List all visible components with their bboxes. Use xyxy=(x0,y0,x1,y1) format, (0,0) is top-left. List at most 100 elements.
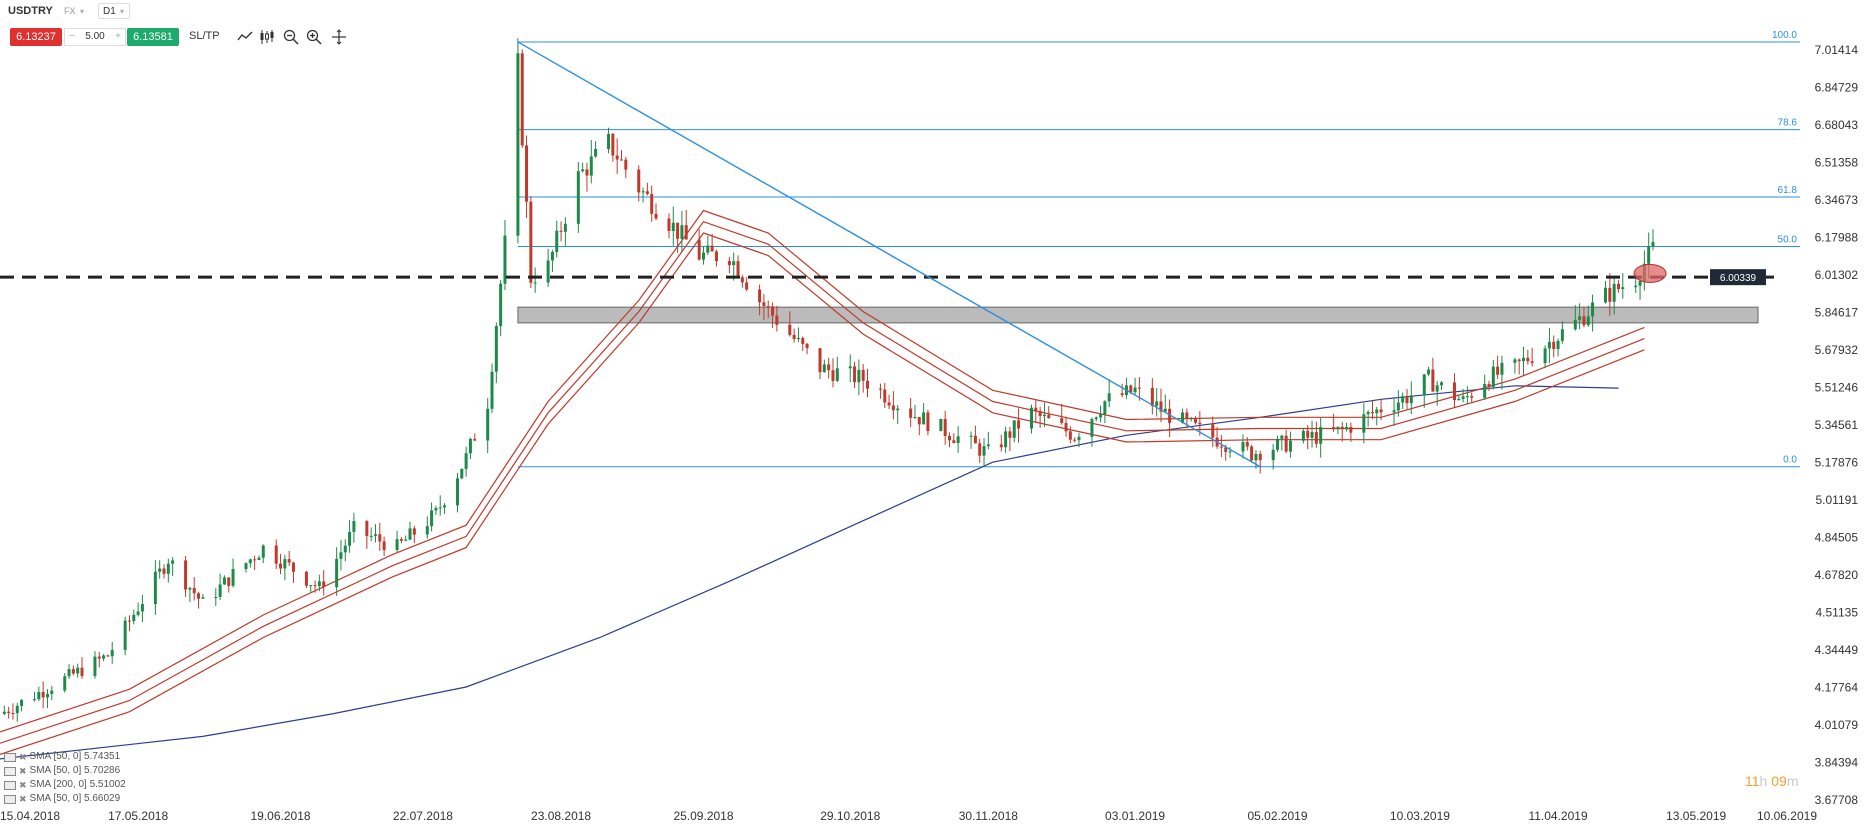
candle-body xyxy=(732,261,736,266)
close-icon[interactable]: ✖ xyxy=(19,794,27,804)
candle-body xyxy=(158,568,162,572)
candle-body xyxy=(1038,411,1042,417)
candle-body xyxy=(727,261,731,266)
candle-body xyxy=(1345,426,1349,430)
indicator-icon xyxy=(4,780,16,790)
y-tick-label: 6.01302 xyxy=(1815,268,1859,282)
candle-body xyxy=(1073,439,1077,441)
candle-body xyxy=(253,559,257,561)
legend-item[interactable]: ✖ SMA [50, 0] 5.70286 xyxy=(4,764,126,778)
candle-body xyxy=(1591,302,1595,317)
candle-body xyxy=(887,402,891,406)
candle-body xyxy=(1457,398,1461,401)
candle-body xyxy=(1543,348,1547,364)
market-caret-icon[interactable]: ▾ xyxy=(80,7,85,16)
close-icon[interactable]: ✖ xyxy=(19,752,27,762)
legend-label: SMA [50, 0] 5.70286 xyxy=(29,765,121,776)
candle-body xyxy=(97,656,101,659)
candle-body xyxy=(188,587,192,590)
line-chart-icon[interactable] xyxy=(236,28,254,46)
candle-body xyxy=(1392,410,1396,413)
candle-body xyxy=(939,418,943,432)
volume-value[interactable]: 5.00 xyxy=(85,31,105,42)
candle-body xyxy=(1004,431,1008,448)
candle-body xyxy=(917,417,921,425)
x-tick-label: 30.11.2018 xyxy=(959,809,1018,823)
indicator-icon xyxy=(4,752,16,762)
candle-body xyxy=(1271,449,1275,461)
candle-body xyxy=(20,699,24,706)
candle-body xyxy=(1513,359,1517,363)
candle-body xyxy=(680,225,684,239)
candle-body xyxy=(76,667,80,674)
candle-body xyxy=(313,585,317,587)
candle-body xyxy=(71,669,75,674)
y-tick-label: 7.01414 xyxy=(1815,43,1859,57)
candle-body xyxy=(1077,436,1081,441)
candle-body xyxy=(563,223,567,232)
candle-body xyxy=(1431,369,1435,392)
timeframe-select[interactable]: D1 xyxy=(98,3,130,19)
candles-icon[interactable] xyxy=(258,28,276,46)
candle-body xyxy=(982,446,986,456)
candle-body xyxy=(274,545,278,564)
candle-body xyxy=(1517,359,1521,362)
candle-body xyxy=(373,534,377,536)
zoom-out-icon[interactable] xyxy=(282,28,300,46)
candle-body xyxy=(1103,401,1107,415)
candle-body xyxy=(641,191,645,193)
x-tick-label: 17.05.2018 xyxy=(108,809,168,823)
candle-body xyxy=(986,444,990,447)
candle-body xyxy=(1647,246,1651,264)
y-tick-label: 6.51358 xyxy=(1815,156,1859,170)
fib-level-label: 50.0 xyxy=(1778,234,1798,245)
candle-body xyxy=(45,693,49,698)
candle-body xyxy=(529,201,533,283)
candle-body xyxy=(1612,283,1616,302)
candle-body xyxy=(714,251,718,262)
candle-body xyxy=(455,478,459,506)
legend-label: SMA [200, 0] 5.51002 xyxy=(29,779,126,790)
timeframe-caret-icon[interactable]: ▾ xyxy=(120,7,125,16)
candle-body xyxy=(857,369,861,383)
fib-level-label: 61.8 xyxy=(1778,185,1798,196)
close-icon[interactable]: ✖ xyxy=(19,780,27,790)
candle-body xyxy=(861,369,865,381)
candle-body xyxy=(15,705,19,714)
candle-body xyxy=(645,191,649,194)
candle-body xyxy=(654,213,658,219)
candle-body xyxy=(348,531,352,546)
candle-body xyxy=(1340,426,1344,430)
candle-body xyxy=(948,435,952,441)
y-tick-label: 4.17764 xyxy=(1815,680,1859,694)
zoom-in-icon[interactable] xyxy=(305,28,323,46)
legend-item[interactable]: ✖ SMA [50, 0] 5.74351 xyxy=(4,750,126,764)
close-icon[interactable]: ✖ xyxy=(19,766,27,776)
volume-minus-button[interactable]: − xyxy=(69,31,75,42)
candle-body xyxy=(792,334,796,340)
candle-body xyxy=(740,277,744,283)
level-price-label: 6.00339 xyxy=(1720,273,1757,284)
candle-body xyxy=(1500,362,1504,375)
candle-body xyxy=(762,302,766,307)
candle-body xyxy=(796,337,800,340)
legend-item[interactable]: ✖ SMA [50, 0] 5.66029 xyxy=(4,792,126,806)
fib-level-label: 100.0 xyxy=(1772,30,1797,41)
candle-body xyxy=(404,539,408,541)
x-tick-label: 29.10.2018 xyxy=(820,809,880,823)
candle-body xyxy=(1526,357,1530,362)
volume-plus-button[interactable]: + xyxy=(115,31,121,42)
sl-tp-button[interactable]: SL/TP xyxy=(189,30,220,42)
candle-body xyxy=(106,655,110,657)
crosshair-icon[interactable] xyxy=(330,28,348,46)
sell-button[interactable]: 6.13237 xyxy=(10,28,62,46)
legend-item[interactable]: ✖ SMA [200, 0] 5.51002 xyxy=(4,778,126,792)
candle-body xyxy=(1137,387,1141,389)
candle-body xyxy=(1396,402,1400,411)
candle-body xyxy=(607,133,611,149)
volume-stepper[interactable]: − 5.00 + xyxy=(64,28,126,46)
candle-body xyxy=(909,408,913,418)
buy-button[interactable]: 6.13581 xyxy=(127,28,179,46)
trendline[interactable] xyxy=(517,41,1261,468)
